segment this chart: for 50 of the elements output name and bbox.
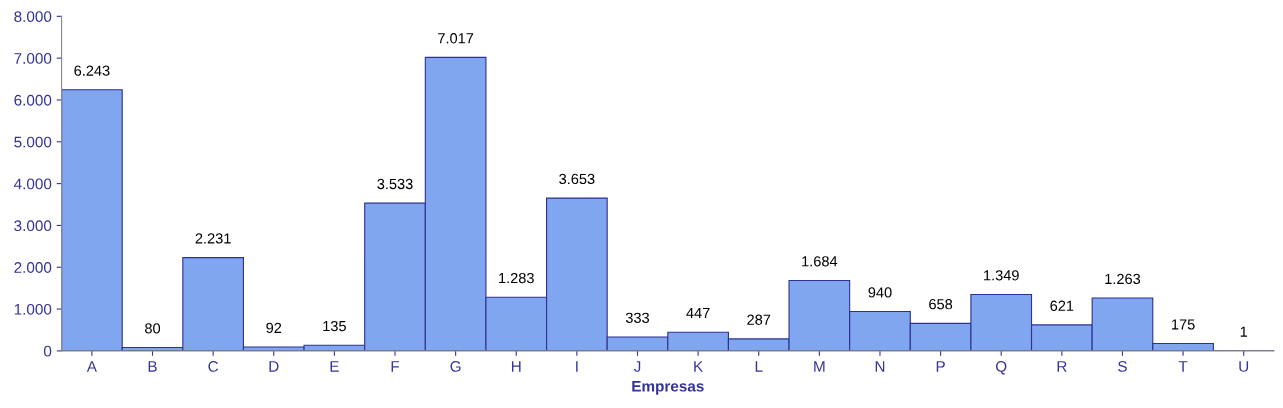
- x-tick-label: G: [450, 361, 461, 372]
- x-tick-label: B: [148, 361, 157, 372]
- y-tick-label: 0: [43, 345, 52, 357]
- data-label: 92: [266, 322, 282, 334]
- data-label: 2.231: [195, 233, 231, 244]
- x-tick-label: C: [208, 361, 219, 372]
- data-label: 658: [929, 299, 953, 310]
- y-tick-label: 2.000: [14, 262, 52, 273]
- data-label: 1.283: [499, 272, 534, 284]
- x-tick-label: H: [511, 361, 521, 372]
- data-label: 1.349: [984, 270, 1019, 281]
- x-tick-label: R: [1057, 361, 1067, 372]
- x-tick-label: U: [1239, 361, 1249, 372]
- x-tick-label: K: [694, 361, 704, 372]
- x-tick-label: M: [814, 361, 825, 372]
- data-label: 3.533: [377, 178, 413, 190]
- data-label: 447: [686, 308, 710, 319]
- x-axis-title: Empresas: [632, 380, 704, 395]
- x-tick-label: I: [576, 361, 578, 372]
- x-tick-label: L: [755, 361, 763, 372]
- x-tick-label: J: [633, 361, 641, 372]
- x-tick-label: A: [86, 361, 97, 372]
- x-tick-label: F: [391, 361, 400, 372]
- data-label: 80: [145, 323, 161, 334]
- y-tick-label: 4.000: [13, 178, 52, 190]
- y-tick-label: 6.000: [14, 94, 52, 106]
- data-label: 940: [868, 287, 892, 298]
- data-label: 621: [1050, 300, 1074, 311]
- x-tick-label: E: [330, 361, 339, 372]
- data-label: 333: [625, 312, 650, 323]
- y-tick-label: 8.000: [14, 11, 52, 23]
- x-tick-label: D: [269, 361, 279, 372]
- data-label: 3.653: [559, 173, 595, 185]
- data-label: 1.263: [1105, 273, 1141, 285]
- data-label: 6.243: [74, 65, 110, 76]
- x-tick-label: T: [1178, 361, 1188, 372]
- data-label: 1.684: [802, 256, 838, 267]
- x-tick-label: S: [1118, 361, 1127, 372]
- x-tick-label: N: [875, 361, 885, 372]
- y-tick-label: 5.000: [14, 136, 52, 148]
- data-label: 135: [323, 320, 346, 332]
- x-tick-label: Q: [996, 361, 1007, 375]
- data-label: 1: [1240, 326, 1248, 337]
- data-label: 175: [1172, 319, 1195, 330]
- y-tick-label: 1.000: [14, 303, 52, 315]
- data-label: 287: [747, 314, 771, 325]
- data-label: 7.017: [438, 33, 474, 44]
- y-tick-label: 7.000: [14, 53, 52, 64]
- y-tick-label: 3.000: [14, 220, 52, 232]
- x-tick-label: P: [936, 361, 945, 372]
